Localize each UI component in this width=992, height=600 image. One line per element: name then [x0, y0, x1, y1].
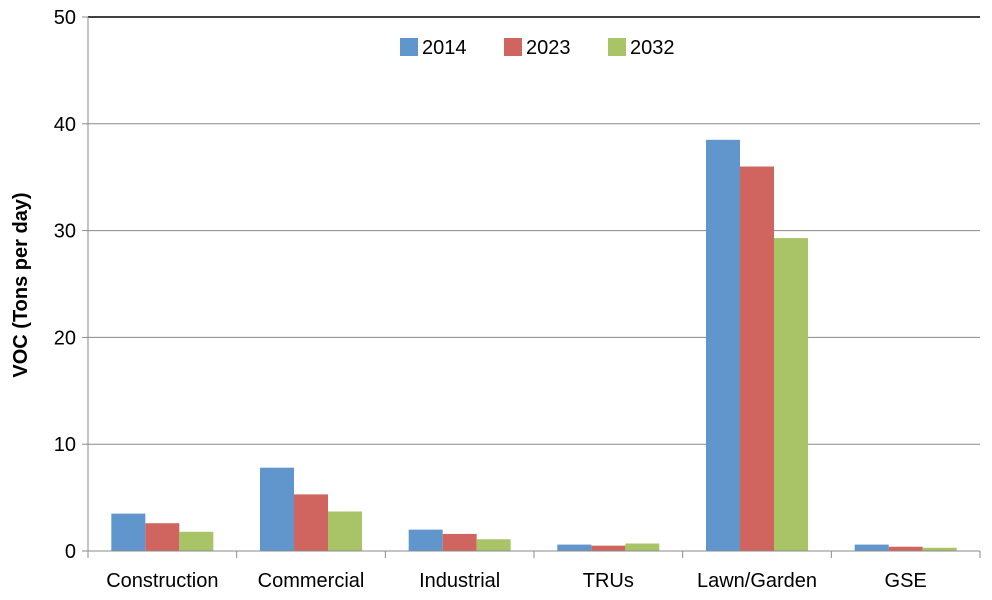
x-category-label: Lawn/Garden: [697, 570, 817, 592]
bar-2014: [111, 513, 146, 551]
legend-label: 2032: [630, 37, 675, 59]
x-category-label: Construction: [106, 570, 218, 592]
bar-2032: [328, 511, 362, 551]
bars: [111, 139, 957, 552]
bar-2023: [294, 494, 328, 551]
y-tick-labels: 0 10 20 30 40 50: [54, 7, 76, 563]
bar-2023: [442, 533, 477, 551]
bar-2014: [706, 139, 740, 551]
y-tick-label: 20: [54, 327, 76, 349]
bar-2023: [145, 523, 180, 551]
x-category-label: TRUs: [583, 570, 634, 592]
bar-2023: [888, 546, 923, 551]
legend-swatch: [504, 38, 522, 56]
bar-2032: [625, 543, 660, 551]
y-axis-title: VOC (Tons per day): [10, 192, 32, 377]
x-category-labels: Construction Commercial Industrial TRUs Lawn…: [106, 570, 927, 592]
y-tick-label: 40: [54, 114, 76, 136]
x-category-label: GSE: [885, 570, 927, 592]
legend-swatch: [608, 38, 626, 56]
bar-2014: [408, 529, 443, 551]
x-category-label: Industrial: [419, 570, 500, 592]
y-tick-label: 0: [65, 541, 76, 563]
bar-2032: [922, 547, 957, 551]
y-tick-label: 10: [54, 434, 76, 456]
gridlines: [88, 16, 980, 445]
bar-2032: [476, 539, 511, 551]
bar-2014: [854, 544, 889, 551]
bar-2023: [591, 545, 626, 551]
bar-2032: [179, 531, 214, 551]
legend-label: 2023: [526, 37, 571, 59]
y-tick-label: 50: [54, 7, 76, 29]
legend: 2014 2023 2032: [400, 37, 675, 59]
axes: [82, 16, 981, 558]
y-tick-label: 30: [54, 221, 76, 243]
legend-swatch: [400, 38, 418, 56]
x-category-label: Commercial: [258, 570, 365, 592]
bar-2014: [557, 544, 592, 551]
legend-label: 2014: [422, 37, 467, 59]
bar-2023: [740, 166, 774, 551]
bar-2014: [260, 467, 294, 551]
bar-2032: [774, 238, 808, 552]
